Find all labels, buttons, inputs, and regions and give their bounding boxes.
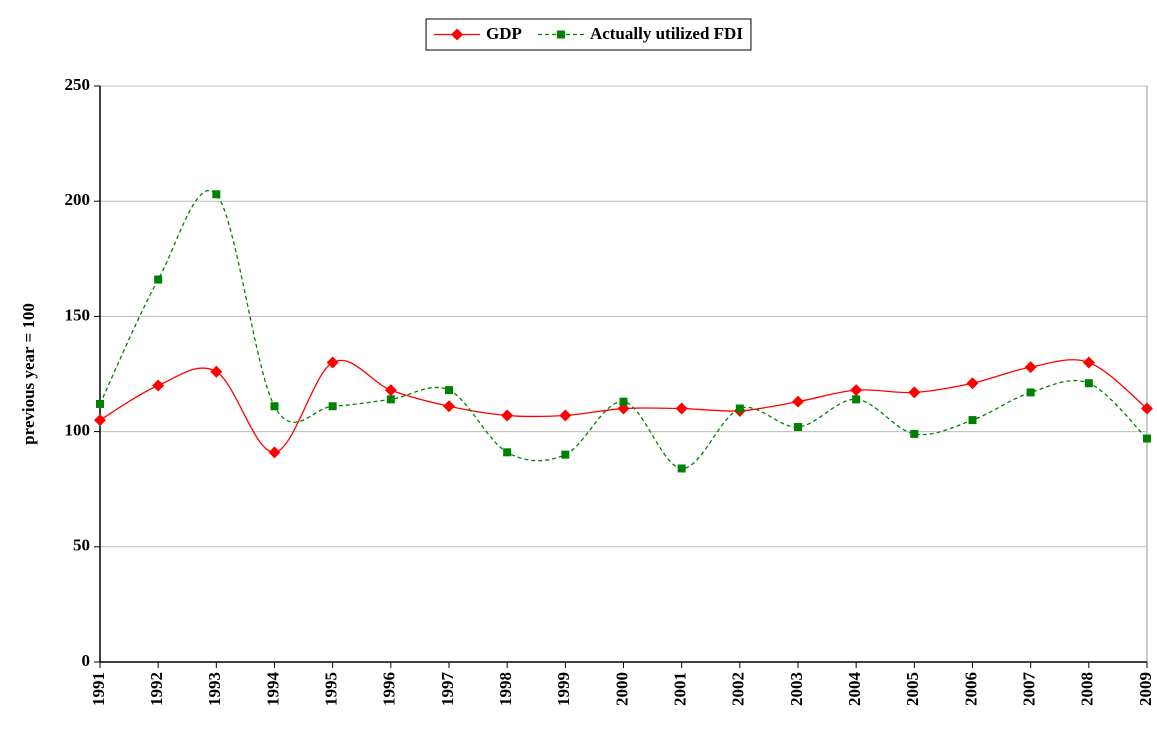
legend-label: GDP [486, 24, 522, 43]
x-tick-label: 2000 [612, 672, 631, 706]
marker [328, 402, 337, 411]
x-tick-label: 2009 [1136, 672, 1155, 706]
marker [792, 395, 804, 408]
marker [619, 397, 628, 406]
x-tick-label: 1995 [322, 672, 341, 706]
marker [503, 448, 512, 457]
y-tick-label: 100 [65, 421, 91, 440]
marker [1143, 434, 1151, 443]
marker [968, 416, 977, 425]
marker [1082, 356, 1095, 369]
marker [268, 446, 281, 459]
x-tick-label: 2008 [1078, 672, 1097, 706]
legend-item: GDP [434, 24, 522, 43]
marker [677, 464, 686, 473]
x-tick-label: 2003 [787, 672, 806, 706]
marker [675, 402, 688, 415]
marker [735, 404, 744, 413]
marker [384, 384, 397, 397]
x-tick-label: 1999 [554, 672, 573, 706]
marker [1084, 379, 1093, 388]
marker [1024, 361, 1037, 374]
marker [96, 399, 104, 408]
x-tick-label: 1998 [496, 672, 515, 706]
y-tick-label: 250 [65, 75, 91, 94]
marker [966, 377, 979, 390]
marker [1141, 402, 1153, 415]
y-tick-label: 150 [65, 305, 91, 324]
x-tick-label: 1994 [263, 672, 282, 707]
marker [556, 30, 565, 39]
marker [94, 414, 106, 427]
y-tick-label: 200 [65, 190, 91, 209]
x-tick-label: 2002 [729, 672, 748, 706]
marker [908, 386, 921, 399]
marker [501, 409, 514, 422]
marker [559, 409, 572, 422]
x-tick-label: 2001 [671, 672, 690, 706]
marker [443, 400, 455, 413]
x-tick-label: 1992 [147, 672, 166, 706]
marker [850, 384, 863, 397]
marker [451, 28, 464, 41]
series-line [99, 190, 1148, 470]
legend-item: Actually utilized FDI [537, 24, 743, 43]
x-tick-label: 1996 [380, 672, 399, 706]
marker [154, 275, 163, 284]
x-tick-label: 2007 [1020, 672, 1039, 707]
y-axis-label: previous year = 100 [19, 303, 38, 445]
y-tick-label: 50 [73, 536, 90, 555]
marker [386, 395, 395, 404]
x-tick-label: 1991 [89, 672, 108, 706]
x-tick-label: 2004 [845, 672, 864, 707]
marker [152, 379, 165, 392]
marker [445, 386, 453, 395]
x-tick-label: 2006 [961, 672, 980, 706]
x-tick-label: 1993 [205, 672, 224, 706]
x-tick-label: 1997 [438, 672, 457, 707]
marker [212, 190, 221, 199]
marker [561, 450, 570, 459]
marker [326, 356, 339, 369]
marker [270, 402, 279, 411]
marker [1026, 388, 1035, 397]
plot-frame [99, 85, 1148, 663]
marker [852, 395, 861, 404]
marker [210, 365, 223, 378]
legend-label: Actually utilized FDI [590, 24, 743, 43]
legend-box [425, 18, 752, 51]
marker [910, 429, 919, 438]
y-tick-label: 0 [82, 651, 91, 670]
x-tick-label: 2005 [903, 672, 922, 706]
marker [794, 422, 802, 431]
